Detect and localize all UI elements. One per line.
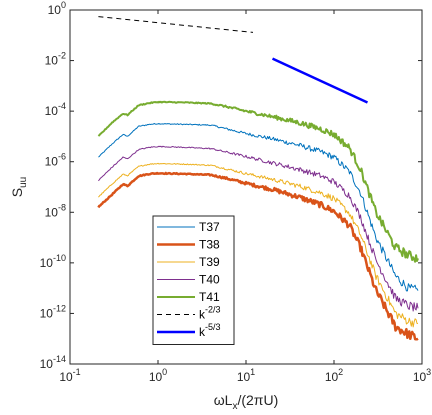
legend-box [152, 215, 235, 345]
x-axis-label-main: ωL [214, 392, 233, 408]
y-tick-label: 10-4 [45, 101, 66, 118]
legend-label: T37 [199, 220, 220, 234]
y-tick-labels: 100 10-2 10-4 10-6 10-8 10-10 10-12 10-14 [40, 0, 66, 371]
series-line-7 [271, 57, 369, 104]
series-line-4 [98, 145, 419, 312]
x-tick-label: 100 [149, 367, 167, 384]
legend-label: T41 [199, 290, 220, 304]
x-tick-label: 101 [237, 367, 255, 384]
series-line-6 [98, 16, 254, 33]
y-tick-label: 10-14 [40, 354, 66, 371]
x-tick-label: 103 [413, 367, 431, 384]
legend-label: k-5/3 [199, 322, 221, 339]
x-tick-label: 10-1 [59, 367, 80, 384]
legend-label: k-2/3 [199, 305, 221, 322]
legend-label: T38 [199, 238, 220, 252]
series-line-2 [97, 171, 419, 341]
y-tick-label: 10-8 [45, 202, 66, 219]
y-axis-label: Suu [9, 177, 29, 197]
y-tick-label: 10-6 [45, 152, 66, 169]
x-axis-label: ωLx/(2πU) [214, 392, 279, 412]
plot-area [70, 10, 422, 364]
y-tick-label: 10-12 [40, 303, 66, 320]
x-tick-labels: 10-1 100 101 102 103 [59, 367, 431, 384]
series-line-1 [98, 123, 419, 292]
y-tick-label: 10-10 [40, 253, 66, 270]
x-axis-label-tail: /(2πU) [237, 392, 278, 408]
y-tick-label: 10-2 [45, 51, 66, 68]
y-axis-label-sub: uu [18, 177, 29, 188]
legend-label: T40 [199, 273, 220, 287]
y-axis-label-main: S [9, 188, 25, 197]
series-line-3 [98, 162, 419, 328]
x-axis-label-sub: x [232, 401, 237, 412]
legend-label: T39 [199, 255, 220, 269]
series-layer [97, 16, 419, 341]
y-tick-label: 100 [48, 0, 66, 17]
x-tick-label: 102 [325, 367, 343, 384]
series-line-5 [97, 100, 419, 263]
axes-layer [69, 9, 423, 365]
